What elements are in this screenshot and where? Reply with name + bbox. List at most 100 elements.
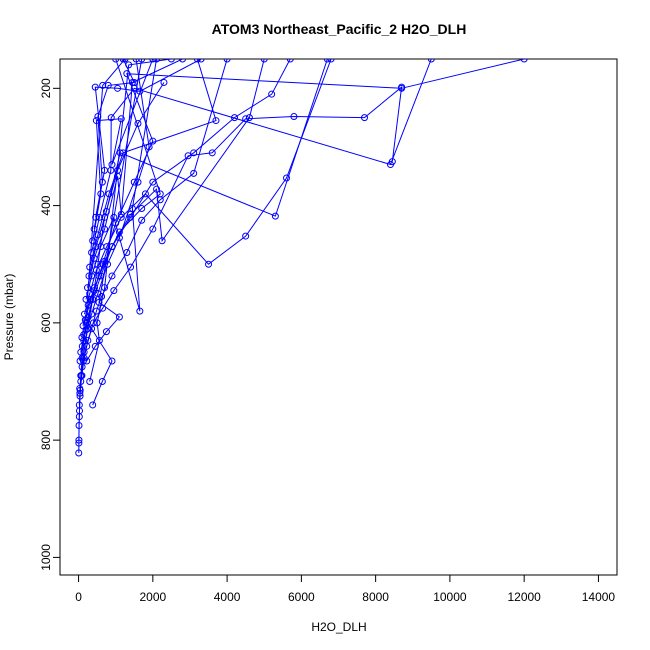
- data-point: [260, 59, 268, 63]
- data-point: [115, 228, 123, 236]
- x-tick-label: 2000: [139, 590, 166, 604]
- data-point: [290, 112, 298, 120]
- data-point: [102, 207, 110, 215]
- y-tick-label: 1000: [39, 544, 53, 571]
- data-point: [114, 84, 122, 92]
- data-point: [149, 178, 157, 186]
- data-point: [117, 115, 125, 123]
- data-point: [99, 81, 107, 89]
- y-tick-label: 600: [39, 313, 53, 333]
- series-line-14: [91, 59, 432, 253]
- data-point: [108, 161, 116, 169]
- data-point: [78, 334, 86, 342]
- data-point: [83, 284, 91, 292]
- x-axis: 0 2000 4000 6000 8000 10000 12000 14000: [75, 574, 616, 604]
- data-point: [91, 342, 99, 350]
- data-point: [245, 114, 253, 122]
- data-point: [193, 59, 201, 63]
- data-point: [121, 59, 129, 63]
- data-point: [75, 436, 83, 444]
- data-point: [77, 348, 85, 356]
- data-point: [89, 237, 97, 245]
- data-point: [107, 114, 115, 122]
- data-point: [79, 322, 87, 330]
- data-point: [102, 328, 110, 336]
- data-point: [184, 152, 192, 160]
- data-point: [141, 190, 149, 198]
- data-point: [115, 313, 123, 321]
- data-point: [98, 178, 106, 186]
- data-point: [208, 149, 216, 157]
- data-point: [167, 59, 175, 63]
- data-point: [88, 249, 96, 256]
- data-point: [88, 272, 96, 280]
- series-layer: [75, 59, 528, 457]
- data-point: [128, 205, 136, 213]
- data-point: [98, 378, 106, 385]
- data-point: [75, 449, 83, 457]
- x-tick-label: 0: [75, 590, 82, 604]
- data-point: [119, 59, 127, 63]
- y-axis-label: Pressure (mbar): [2, 274, 16, 361]
- data-point: [125, 61, 133, 69]
- data-point: [89, 401, 97, 409]
- data-point: [83, 357, 91, 365]
- y-axis: 200 400 600 800 1000: [39, 78, 61, 571]
- data-point: [268, 90, 276, 98]
- data-point: [153, 185, 161, 193]
- data-point: [108, 272, 116, 280]
- data-point: [90, 225, 98, 233]
- data-point: [86, 378, 94, 385]
- y-tick-label: 800: [39, 430, 53, 450]
- series-line-17: [94, 59, 202, 218]
- data-point: [91, 83, 99, 91]
- data-point: [119, 149, 127, 157]
- data-point: [286, 59, 294, 63]
- data-point: [94, 231, 102, 239]
- data-point: [398, 84, 406, 92]
- data-point: [108, 357, 116, 365]
- data-point: [110, 287, 118, 295]
- x-axis-label: H2O_DLH: [311, 620, 366, 634]
- data-point: [136, 307, 144, 315]
- data-point: [271, 212, 279, 220]
- data-point: [242, 232, 250, 240]
- data-point: [327, 59, 335, 63]
- data-point: [117, 210, 125, 218]
- data-point: [160, 78, 168, 86]
- data-point: [520, 59, 528, 63]
- x-tick-label: 6000: [288, 590, 315, 604]
- x-tick-label: 8000: [362, 590, 389, 604]
- data-point: [138, 59, 146, 63]
- data-point: [427, 59, 435, 63]
- data-point: [92, 213, 100, 221]
- data-point: [223, 59, 231, 63]
- x-tick-label: 4000: [214, 590, 241, 604]
- data-point: [84, 301, 92, 309]
- data-point: [95, 336, 103, 344]
- data-point: [101, 166, 109, 174]
- data-point: [75, 413, 83, 421]
- data-point: [134, 178, 142, 186]
- data-point: [179, 59, 187, 63]
- data-point: [75, 401, 83, 409]
- data-point: [95, 272, 103, 280]
- data-point: [83, 342, 91, 350]
- series-line-13: [89, 59, 217, 268]
- x-tick-label: 14000: [582, 590, 616, 604]
- data-point: [190, 169, 198, 177]
- y-tick-label: 200: [39, 78, 53, 98]
- data-point: [76, 385, 84, 393]
- data-point: [93, 319, 101, 327]
- data-point: [190, 149, 198, 157]
- data-point: [149, 225, 157, 233]
- x-tick-label: 12000: [507, 590, 541, 604]
- data-point: [95, 298, 103, 306]
- data-point: [153, 59, 161, 63]
- data-point: [82, 316, 90, 324]
- series-group: [75, 59, 528, 457]
- chart-title: ATOM3 Northeast_Pacific_2 H2O_DLH: [212, 21, 467, 37]
- data-point: [205, 260, 213, 268]
